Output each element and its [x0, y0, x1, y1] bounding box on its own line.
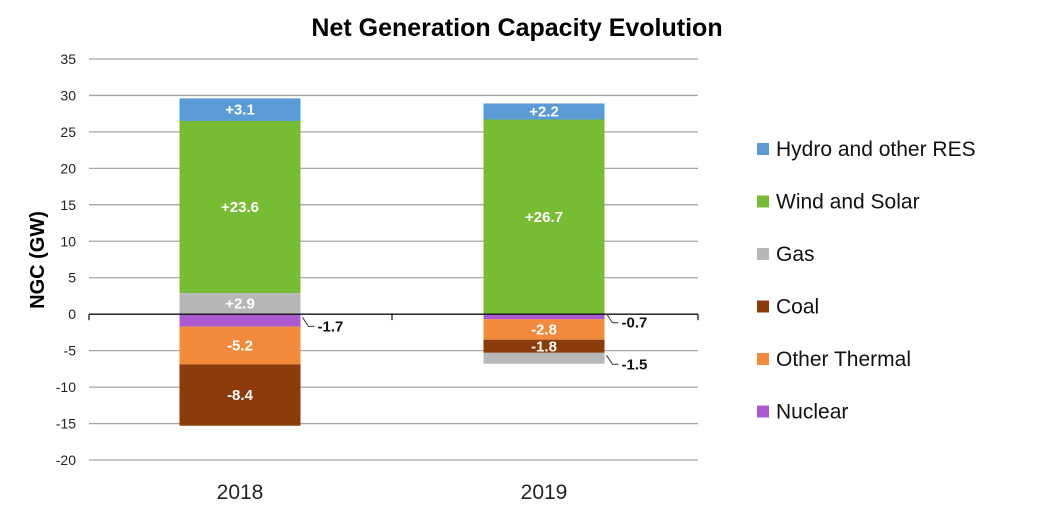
data-label: -0.7	[622, 315, 648, 332]
y-tick-label: 10	[60, 233, 76, 249]
y-axis-label: NGC (GW)	[27, 211, 49, 309]
bar-segment	[483, 339, 605, 353]
legend-swatch	[757, 300, 769, 313]
category-labels: 2018 2019	[217, 481, 568, 504]
data-label: -2.8	[531, 321, 557, 338]
legend-swatch	[757, 195, 769, 208]
data-label: +3.1	[225, 102, 255, 119]
y-tick-label: 25	[60, 124, 76, 140]
bar-segment	[179, 326, 301, 365]
leader-line	[606, 313, 619, 324]
bar-segment	[483, 119, 605, 315]
data-label: +23.6	[221, 199, 259, 216]
category-label: 2019	[521, 481, 568, 504]
y-tick-label: 0	[68, 306, 76, 322]
legend-item: Hydro and other RES	[757, 138, 976, 161]
legend-label: Wind and Solar	[776, 191, 920, 214]
legend-swatch	[757, 248, 769, 260]
legend-item: Gas	[757, 243, 815, 266]
bar-segment	[179, 364, 301, 426]
leader-line	[606, 355, 619, 365]
data-label: +2.2	[529, 103, 559, 120]
bar-segment	[179, 120, 301, 294]
data-label: -1.7	[318, 318, 344, 335]
y-tick-label: 30	[60, 87, 76, 103]
bar-segment	[179, 293, 301, 315]
y-tick-label: 15	[60, 197, 76, 213]
data-labels: +2.9 +23.6 +3.1 -1.7 -5.2 -8.4 +26.7 +2.2 -0.7 -2…	[221, 102, 647, 404]
data-label: +2.9	[225, 296, 255, 313]
bar-segment	[179, 98, 301, 121]
data-label: -5.2	[227, 338, 253, 355]
legend-label: Nuclear	[776, 401, 848, 424]
legend-label: Coal	[776, 296, 819, 319]
y-tick-label: -20	[56, 452, 76, 468]
y-tick-label: 35	[60, 51, 76, 67]
legend-label: Hydro and other RES	[776, 138, 976, 161]
bar-segment	[483, 103, 605, 120]
bar-segment	[179, 314, 301, 327]
legend-swatch	[757, 143, 769, 155]
y-tick-label: -5	[64, 343, 77, 359]
legend: Hydro and other RES Wind and Solar Gas Coal…	[757, 138, 976, 424]
data-label: -1.8	[531, 338, 557, 355]
y-tick-label: -10	[56, 379, 76, 395]
bar-segment	[483, 314, 605, 320]
legend-swatch	[757, 405, 769, 418]
data-label: -1.5	[622, 356, 648, 373]
bars	[179, 98, 605, 426]
leader-line	[302, 317, 315, 327]
y-tick-labels: 35 30 25 20 15 10 5 0 -5 -10 -15 -20	[56, 51, 76, 468]
legend-label: Other Thermal	[776, 348, 911, 371]
chart-title: Net Generation Capacity Evolution	[311, 14, 722, 42]
y-tick-label: 20	[60, 160, 76, 176]
bar-segment	[483, 352, 605, 364]
legend-label: Gas	[776, 243, 815, 266]
data-label: +26.7	[525, 209, 563, 226]
legend-item: Coal	[757, 296, 819, 319]
legend-item: Nuclear	[757, 401, 848, 424]
y-tick-label: 5	[68, 270, 76, 286]
legend-item: Wind and Solar	[757, 191, 920, 214]
legend-item: Other Thermal	[757, 348, 911, 371]
bar-segment	[483, 319, 605, 340]
y-tick-label: -15	[56, 416, 76, 432]
category-label: 2018	[217, 481, 264, 504]
zero-axis	[88, 313, 699, 321]
data-label: -8.4	[227, 387, 254, 404]
legend-swatch	[757, 353, 769, 365]
